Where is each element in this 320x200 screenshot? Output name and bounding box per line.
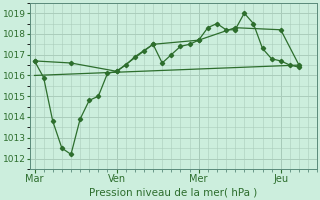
X-axis label: Pression niveau de la mer( hPa ): Pression niveau de la mer( hPa ) (90, 187, 258, 197)
